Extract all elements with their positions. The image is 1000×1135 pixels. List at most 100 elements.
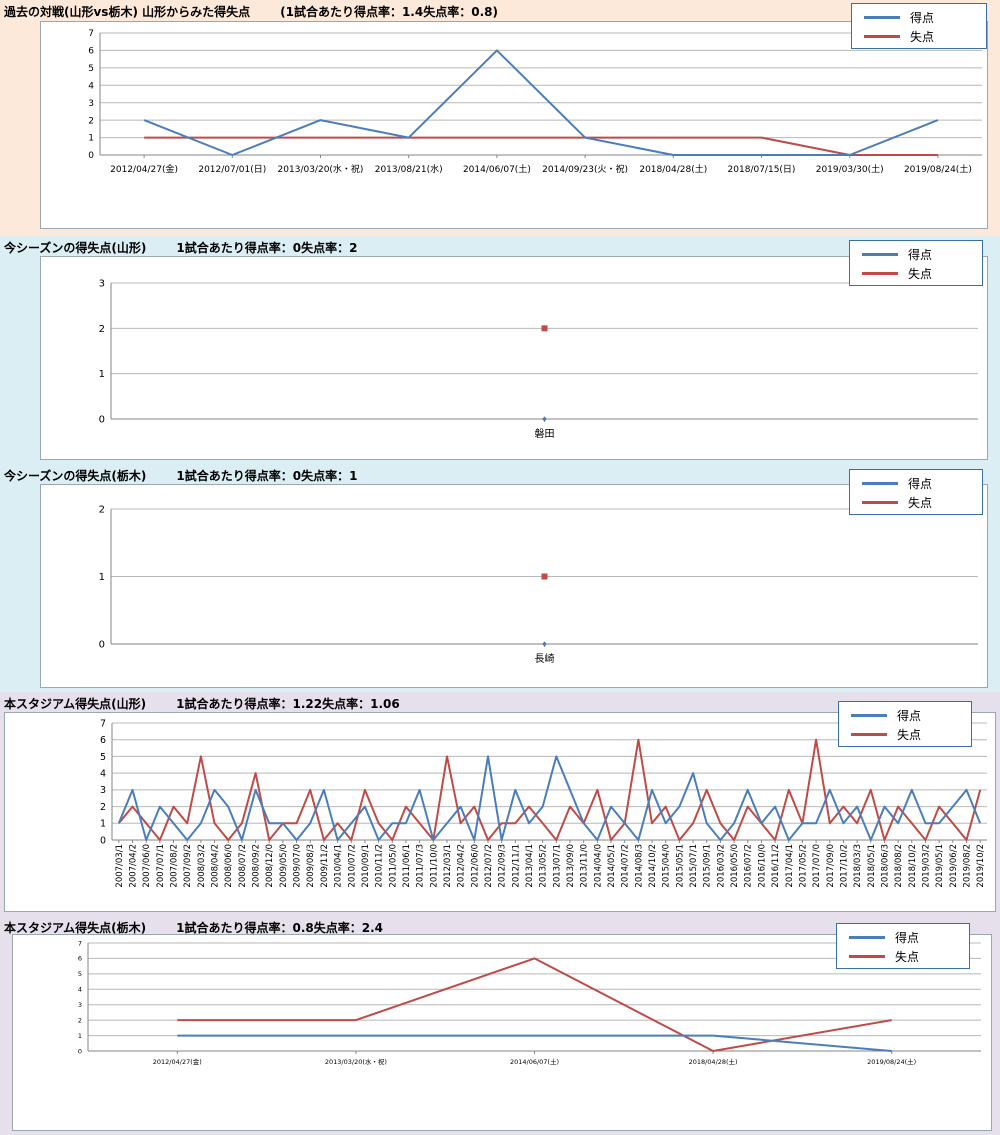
y-tick-label: 1 [99,572,105,583]
y-tick-label: 7 [100,718,106,729]
x-tick-label: 2007/09/2 [183,844,193,888]
score-point [542,416,547,422]
stadium-tochigi-chart-svg: 0 1 2 3 4 5 6 7 2012/04/27(金) 2013/03/20(水・祝) 2014… [78,939,981,1066]
y-tick-label: 0 [78,1047,82,1055]
legend-conceded-label: 失点 [908,496,933,510]
legend-score-label: 得点 [908,477,933,491]
x-tick-label: 2007/06/0 [142,844,152,888]
x-tick-label: 2014/04/0 [593,844,603,888]
score-line [177,1034,892,1052]
section-season-yamagata: 今シーズンの得失点(山形) 1試合あたり得点率：0失点率：2 0 1 2 3 磐田 得点 … [0,236,1000,464]
season-yamagata-chart: 0 1 2 3 磐田 [40,256,988,460]
x-tick-label: 2007/07/1 [156,844,166,888]
stadium-yamagata-chart: 0 1 2 3 4 5 6 7 2007/03/1 2007/04/2 2007/06/0 2007/… [4,712,996,912]
y-tick-label: 7 [78,939,82,947]
section-title: 本スタジアム得失点(山形) 1試合あたり得点率：1.22失点率：1.06 [4,697,400,711]
x-tick-label: 2018/06/3 [880,844,890,888]
legend-score-swatch [864,16,900,19]
x-tick-label: 長崎 [535,652,555,665]
legend-score-label: 得点 [897,709,922,723]
x-tick-label: 2016/10/0 [757,844,767,888]
x-tick-label: 2011/10/0 [429,844,439,888]
y-tick-label: 4 [78,986,82,994]
x-tick-label: 2014/08/3 [634,844,644,888]
season-tochigi-chart-svg: 0 1 2 長崎 [99,505,978,665]
legend-score-swatch [862,482,898,485]
legend-conceded-swatch [862,501,898,504]
y-tick-label: 2 [99,324,105,335]
x-tick-label: 2016/05/0 [730,844,740,888]
x-tick-label: 2015/05/1 [675,844,685,888]
history-chart: 0 1 2 3 4 5 6 7 2012/04/27(金) 2012/07/01(日) 2013/0… [40,21,988,229]
x-tick-label: 2009/07/0 [293,844,303,888]
x-tick-label: 2018/04/28(土) [639,163,707,175]
y-tick-label: 4 [100,768,106,779]
chart-legend: 得点 失点 [838,701,972,747]
x-tick-label: 2014/09/23(火・祝) [542,163,628,175]
x-tick-label: 2019/08/2 [962,844,972,888]
x-tick-label: 2014/07/2 [621,844,631,888]
x-tick-label: 磐田 [535,427,555,440]
x-tick-label: 2018/03/3 [853,844,863,888]
x-tick-label: 2014/10/2 [648,844,658,888]
section-title: 今シーズンの得失点(栃木) 1試合あたり得点率：0失点率：1 [4,469,358,483]
x-tick-label: 2012/07/2 [484,844,494,888]
x-tick-label: 2011/07/3 [416,844,426,888]
x-tick-label: 2019/06/2 [949,844,959,888]
section-title: 過去の対戦(山形vs栃木) 山形からみた得失点 (1試合あたり得点率：1.4失点率… [4,5,498,19]
x-tick-label: 2018/10/2 [908,844,918,888]
y-tick-label: 0 [88,151,94,161]
x-tick-label: 2008/07/2 [238,844,248,888]
chart-legend: 得点 失点 [849,469,983,515]
x-tick-label: 2013/04/1 [525,844,535,888]
x-tick-label: 2012/03/1 [443,844,453,888]
x-tick-label: 2010/09/1 [361,844,371,888]
x-tick-label: 2010/04/1 [334,844,344,888]
x-tick-label: 2016/07/2 [744,844,754,888]
x-tick-label: 2017/05/2 [798,844,808,888]
chart-legend: 得点 失点 [836,923,970,969]
x-tick-label: 2018/07/15(日) [728,164,796,175]
season-tochigi-chart: 0 1 2 長崎 [40,484,988,688]
y-tick-label: 2 [88,116,94,126]
legend-score-label: 得点 [895,931,920,945]
section-stadium-tochigi: 本スタジアム得失点(栃木) 1試合あたり得点率：0.8失点率：2.4 0 1 2 3 4 5… [0,916,1000,1135]
section-season-tochigi: 今シーズンの得失点(栃木) 1試合あたり得点率：0失点率：1 0 1 2 長崎 得点 失… [0,464,1000,692]
legend-conceded-swatch [849,955,885,958]
x-tick-label: 2007/08/2 [170,844,180,888]
section-stadium-yamagata: 本スタジアム得失点(山形) 1試合あたり得点率：1.22失点率：1.06 0 1 2 3… [0,692,1000,916]
x-tick-label: 2012/06/0 [470,844,480,888]
x-tick-label: 2013/11/0 [580,844,590,888]
legend-conceded-swatch [851,733,887,736]
y-tick-label: 1 [100,819,106,830]
x-tick-label: 2014/06/07(土) [463,163,531,175]
x-tick-label: 2009/11/2 [320,844,330,888]
score-line [117,755,982,841]
y-tick-label: 5 [100,752,106,763]
y-tick-label: 0 [99,640,105,651]
x-tick-label: 2008/04/2 [211,844,221,888]
x-tick-label: 2012/04/2 [457,844,467,888]
legend-score-swatch [862,253,898,256]
x-tick-label: 2009/05/0 [279,844,289,888]
legend-conceded-label: 失点 [908,267,933,281]
y-tick-label: 3 [99,279,105,290]
x-tick-label: 2016/03/2 [716,844,726,888]
x-tick-label: 2013/05/2 [539,844,549,888]
legend-conceded-swatch [862,272,898,275]
y-tick-label: 2 [100,802,106,813]
y-tick-label: 1 [88,134,94,144]
history-chart-svg: 0 1 2 3 4 5 6 7 2012/04/27(金) 2012/07/01(日) 2013/0… [88,29,982,175]
x-tick-label: 2010/07/2 [347,844,357,888]
x-tick-label: 2008/03/2 [197,844,207,888]
x-tick-label: 2017/10/2 [839,844,849,888]
stadium-tochigi-chart: 0 1 2 3 4 5 6 7 2012/04/27(金) 2013/03/20(水・祝) 2014… [12,934,992,1131]
y-tick-label: 6 [100,735,106,746]
y-tick-label: 7 [88,29,94,39]
x-tick-label: 2012/04/27(金) [153,1057,202,1066]
legend-conceded-label: 失点 [910,30,935,44]
x-tick-label: 2018/05/1 [867,844,877,888]
x-tick-label: 2008/09/2 [252,844,262,888]
x-tick-label: 2007/04/2 [129,844,139,888]
y-tick-label: 1 [99,369,105,380]
